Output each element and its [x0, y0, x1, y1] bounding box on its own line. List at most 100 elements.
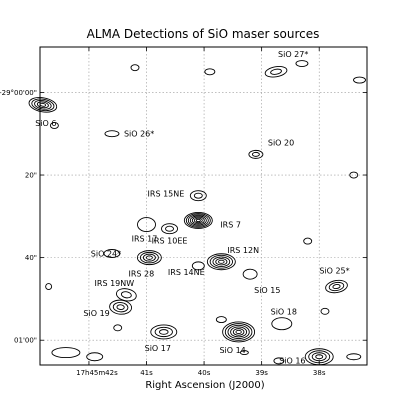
contour-level	[28, 97, 58, 113]
x-tick-label: 17h45m42s	[76, 369, 118, 377]
contour-level	[104, 130, 120, 138]
source-label: IRS 14NE	[168, 268, 205, 277]
contour-level	[215, 258, 228, 266]
noise-contour	[113, 324, 123, 332]
source-labels: SiO 27* SiO 6 SiO 26* SiO 20 IRS 15NE IRS 7 IR…	[35, 50, 349, 366]
contour-level	[206, 253, 236, 271]
y-tick-label: 20"	[25, 172, 37, 180]
contour-level	[235, 329, 242, 335]
x-tick-label: 41s	[140, 369, 153, 377]
plot-frame	[39, 46, 368, 366]
source-label: SiO 6	[35, 119, 56, 128]
contour-level	[325, 279, 348, 294]
noise-contour	[49, 122, 59, 129]
noise-contour	[349, 171, 359, 179]
source-sio-19	[109, 299, 133, 315]
source-sio-18	[271, 317, 293, 331]
source-irs-14ne	[191, 261, 205, 271]
noise-contour	[346, 353, 362, 361]
noise-contour	[273, 357, 285, 365]
contour-level	[137, 217, 156, 233]
source-label: SiO 16	[279, 357, 305, 366]
contour-level	[195, 218, 201, 223]
contour-level	[227, 324, 250, 340]
source-label: SiO 27*	[278, 50, 308, 59]
source-label: SiO 18	[271, 308, 297, 317]
noise-contour	[303, 237, 313, 245]
source-label: IRS 12N	[227, 246, 259, 255]
contour-level	[36, 101, 49, 109]
source-sio-26	[104, 130, 120, 138]
source-label: SiO 14	[219, 346, 245, 355]
source-label: SiO 17	[145, 344, 171, 353]
contour-level	[185, 213, 211, 228]
contour-level	[31, 98, 55, 112]
contour-level	[264, 66, 288, 78]
contour-level	[39, 102, 47, 107]
contour-level	[161, 223, 178, 235]
source-sio-20	[248, 149, 264, 159]
contour-level	[230, 326, 248, 338]
contour-level	[187, 214, 209, 227]
contour-level	[112, 302, 129, 313]
chart-title: ALMA Detections of SiO maser sources	[87, 27, 320, 41]
source-label: IRS 15NE	[148, 190, 185, 199]
source-label: SiO 24*	[91, 249, 121, 258]
contour-level	[183, 212, 213, 229]
contour-level	[311, 352, 327, 362]
noise-contour	[86, 352, 104, 362]
x-axis-label: Right Ascension (J2000)	[145, 380, 264, 391]
grid	[40, 47, 367, 365]
contour-level	[270, 68, 282, 75]
source-irs-28	[136, 250, 162, 266]
source-label: IRS 7	[220, 220, 241, 229]
noise-contour	[239, 350, 249, 356]
source-label: SiO 19	[83, 309, 109, 318]
contour-layer	[28, 60, 366, 366]
source-sio-17	[150, 324, 178, 340]
source-label: IRS 10EE	[152, 237, 188, 246]
source-sio-27	[264, 66, 288, 78]
source-label: IRS 28	[129, 270, 155, 279]
noise-contour	[295, 60, 309, 67]
source-irs-12n	[206, 253, 236, 271]
source-sio-25	[325, 279, 348, 294]
source-irs-7	[183, 212, 213, 229]
contour-level	[248, 149, 264, 159]
source-label: SiO 25*	[319, 267, 349, 276]
source-sio-15	[242, 268, 258, 280]
contour-level	[191, 216, 205, 225]
contour-level	[328, 281, 345, 292]
source-sio-14	[222, 321, 256, 343]
contour-level	[191, 261, 205, 271]
contour-level	[103, 249, 121, 258]
contour-level	[222, 321, 256, 343]
contour-level	[158, 329, 169, 335]
contour-level	[165, 225, 174, 232]
contour-level	[212, 256, 231, 268]
axis-ticks: 17h45m42s 41s 40s 39s 38s -29°00'00" 20" 40" 01'…	[0, 47, 367, 377]
contour-level	[242, 268, 258, 280]
noise-contour	[204, 68, 216, 76]
noise-contour	[353, 76, 366, 84]
contour-level	[150, 324, 178, 340]
contour-level	[120, 291, 132, 299]
y-tick-label: 01'00"	[14, 337, 37, 345]
x-tick-label: 38s	[313, 369, 326, 377]
contour-level	[209, 254, 233, 269]
contour-level	[109, 299, 133, 315]
noise-contour	[45, 283, 53, 290]
contour-level	[189, 215, 207, 226]
contour-level	[315, 354, 324, 360]
contour-level	[189, 190, 207, 202]
contour-level	[332, 284, 341, 290]
contour-level	[136, 250, 162, 266]
source-label: SiO 26*	[124, 130, 154, 139]
source-label: SiO 20	[268, 138, 294, 147]
source-irs-10ee	[161, 223, 178, 235]
x-tick-label: 40s	[198, 369, 211, 377]
y-tick-label: -29°00'00"	[0, 89, 37, 97]
source-irs-15ne	[189, 190, 207, 202]
source-irs-17	[137, 217, 156, 233]
